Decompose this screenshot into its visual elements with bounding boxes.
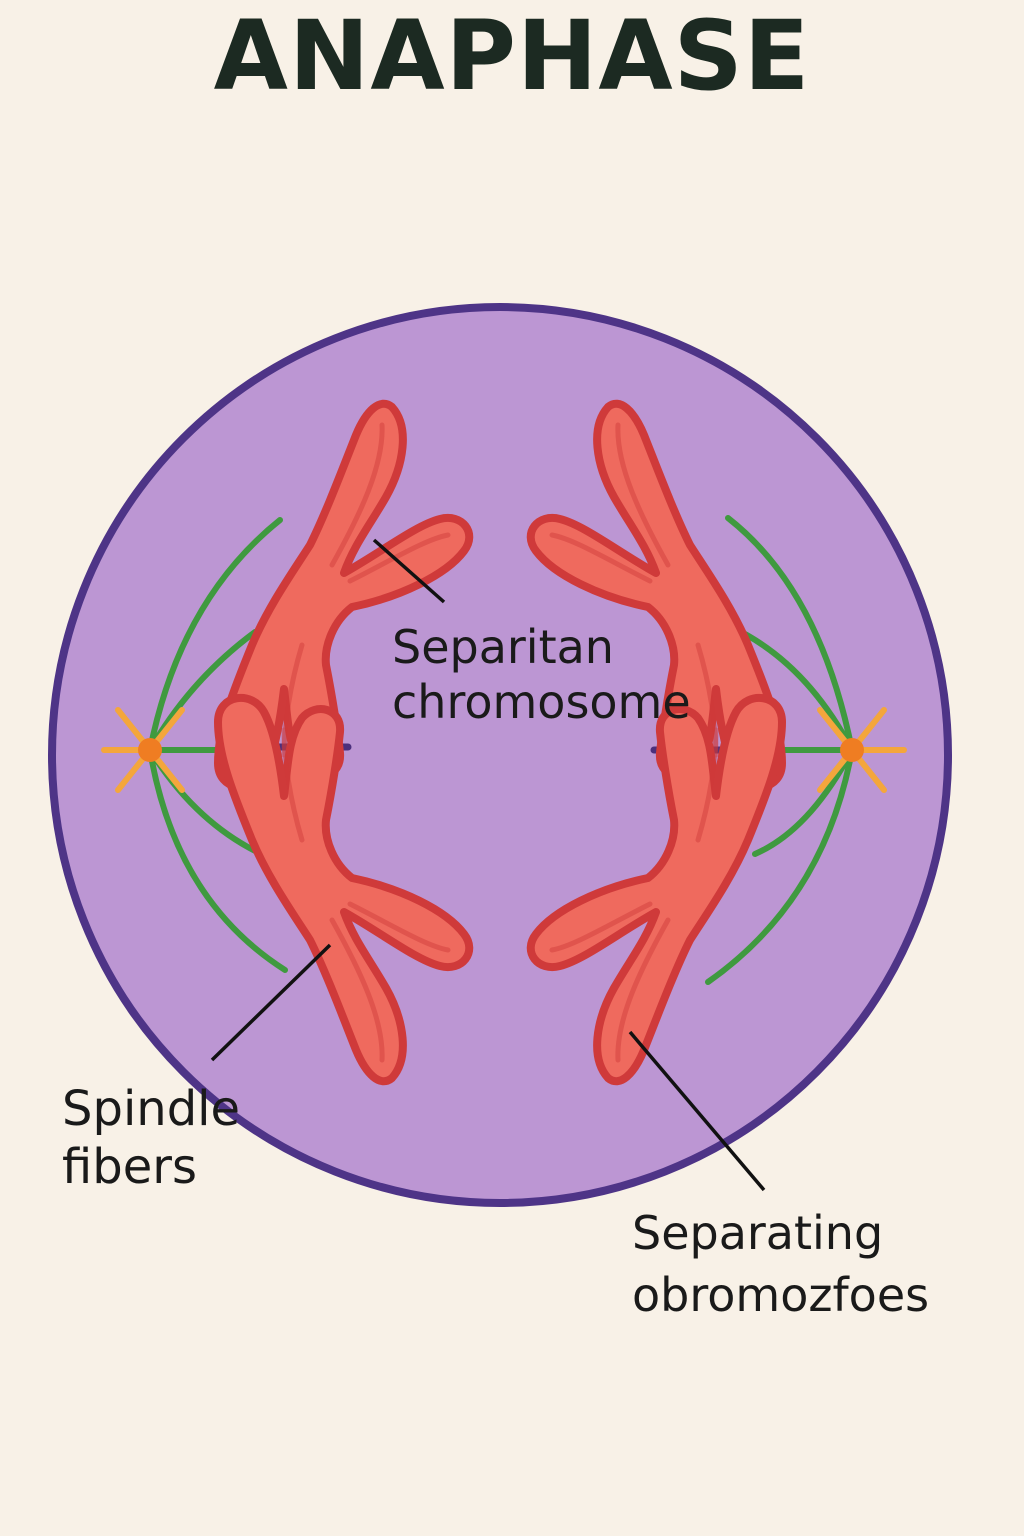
label-spindle-line2: fibers — [62, 1139, 197, 1195]
diagram-title: ANAPHASE — [213, 0, 811, 112]
centrosome-right — [840, 738, 864, 762]
centrosome-left — [138, 738, 162, 762]
label-spindle-fibers: Spindle fibers — [62, 1080, 240, 1196]
label-separating-line1: Separating — [632, 1206, 884, 1260]
spindle-fibers-right — [705, 515, 855, 985]
cell-membrane — [48, 303, 952, 1207]
label-center-line1: Separitan — [392, 620, 614, 674]
leader-line-spindle — [210, 943, 332, 1062]
label-separating-line2: obromozfoes — [632, 1268, 930, 1322]
label-spindle-line1: Spindle — [62, 1081, 241, 1137]
label-separating-chromosomes: Separating obromozfoes — [632, 1202, 929, 1326]
leader-lines — [210, 538, 766, 1192]
leader-line-separating — [628, 1030, 766, 1192]
label-center-line2: chromosome — [392, 675, 691, 729]
leader-line-center — [372, 538, 446, 604]
label-separitan-chromosome: Separitan chromosome — [392, 620, 691, 730]
